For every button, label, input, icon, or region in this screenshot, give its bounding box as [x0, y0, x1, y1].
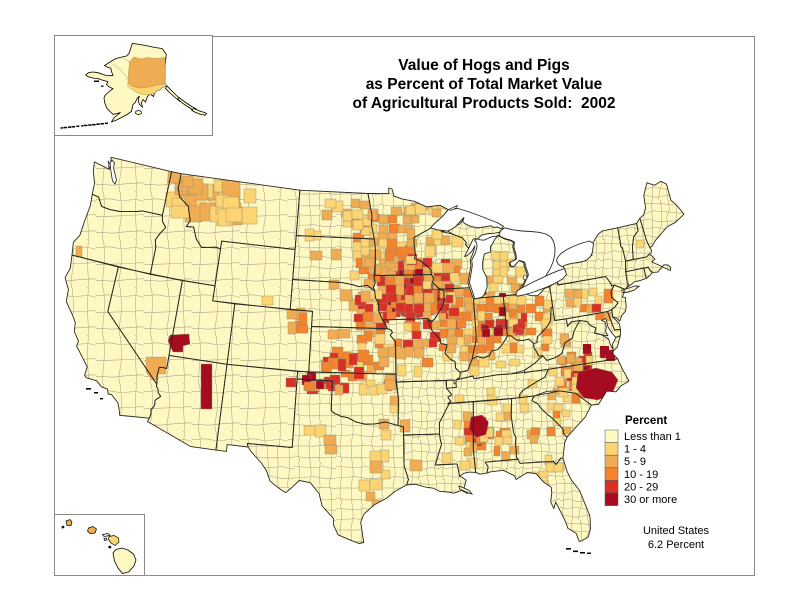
svg-text:1 - 4: 1 - 4 [624, 444, 646, 456]
svg-text:of Agricultural Products Sold:: of Agricultural Products Sold: 2002 [353, 95, 616, 112]
svg-text:6.2 Percent: 6.2 Percent [648, 539, 704, 551]
svg-text:30 or more: 30 or more [624, 494, 677, 506]
svg-text:Value of Hogs and Pigs: Value of Hogs and Pigs [398, 57, 569, 74]
svg-text:United States: United States [643, 525, 710, 537]
svg-text:Percent: Percent [625, 415, 667, 427]
svg-text:as Percent of Total Market Val: as Percent of Total Market Value [366, 76, 603, 93]
svg-text:Less than 1: Less than 1 [624, 431, 681, 443]
svg-text:20 - 29: 20 - 29 [624, 481, 658, 493]
svg-text:5 - 9: 5 - 9 [624, 456, 646, 468]
svg-text:10 - 19: 10 - 19 [624, 469, 658, 481]
